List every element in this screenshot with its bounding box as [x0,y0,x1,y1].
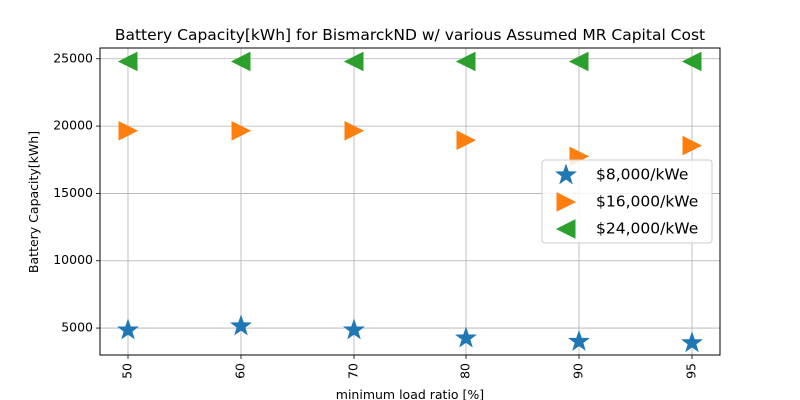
data-point-series-3 [455,51,476,72]
axis-ticks: 50 60 70 80 90 95 5000 10000 15000 20000 25000 [53,50,698,379]
x-tick-label: 90 [571,363,586,379]
legend-label-series-1: $8,000/kWe [596,166,688,184]
plot-area [99,47,721,356]
legend-marker-series-2 [556,192,577,212]
data-point-series-1 [230,314,252,336]
y-tick-label: 10000 [53,252,93,267]
data-point-series-2 [118,120,139,141]
legend-label-series-2: $16,000/kWe [596,193,698,211]
data-point-series-2 [344,120,365,141]
data-point-series-1 [117,318,139,340]
legend-label-series-3: $24,000/kWe [596,220,698,238]
x-tick-label: 70 [346,363,361,379]
x-tick-label: 50 [120,363,135,379]
data-point-series-1 [568,330,590,351]
y-tick-label: 5000 [61,320,93,335]
data-point-series-3 [343,51,364,72]
data-point-series-1 [343,318,365,340]
legend-frame [541,159,713,244]
y-tick-label: 20000 [53,118,93,133]
data-point-series-3 [230,51,251,72]
data-point-series-3 [681,51,702,72]
chart-title: Battery Capacity[kWh] for BismarckND w/ … [115,26,705,44]
y-tick-label: 25000 [53,50,93,65]
data-point-series-3 [117,51,138,72]
legend: $8,000/kWe $16,000/kWe $24,000/kWe [541,159,713,244]
x-axis-label: minimum load ratio [%] [336,387,484,400]
y-axis-label: Battery Capacity[kWh] [26,131,41,273]
x-tick-label: 80 [458,363,473,379]
data-point-series-3 [568,51,589,72]
data-point-series-1 [455,326,477,348]
legend-marker-series-3 [555,219,576,239]
data-marks [117,51,703,353]
y-tick-label: 15000 [53,185,93,200]
data-point-series-2 [456,130,477,151]
x-tick-label: 95 [684,363,699,379]
data-point-series-2 [682,135,703,156]
legend-marker-series-1 [555,163,577,185]
data-point-series-1 [681,331,703,353]
x-tick-label: 60 [233,363,248,379]
data-point-series-2 [231,120,252,141]
